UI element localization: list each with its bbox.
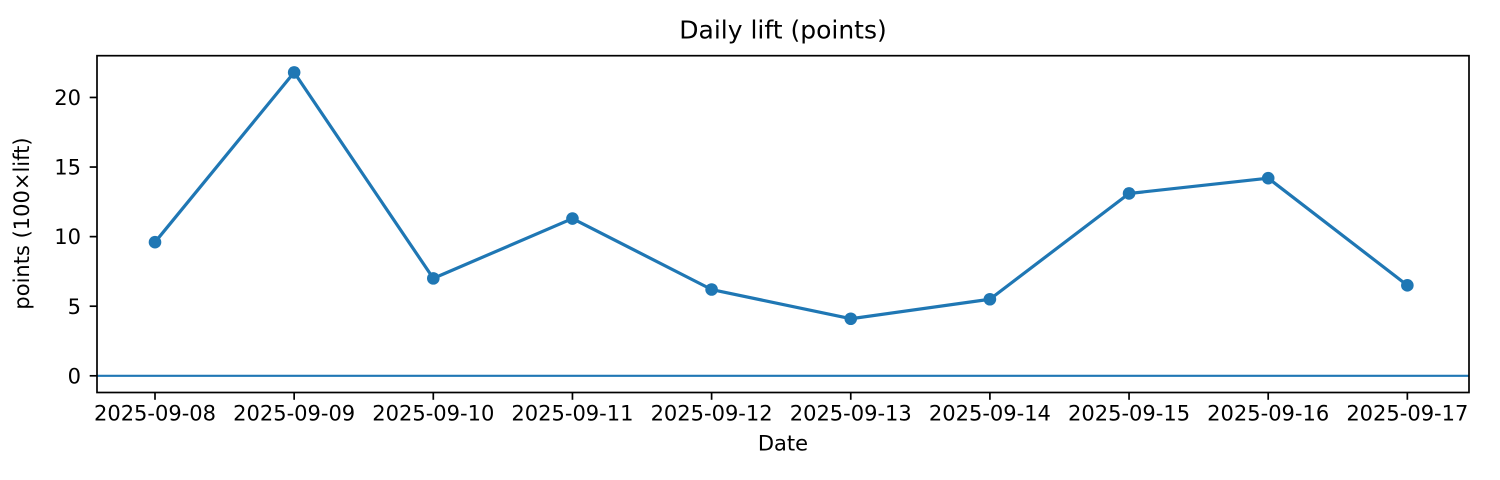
y-axis-label: points (100×lift) xyxy=(10,137,34,309)
x-tick-label: 2025-09-08 xyxy=(94,402,216,426)
x-tick-label: 2025-09-10 xyxy=(372,402,494,426)
data-point-marker xyxy=(1122,187,1136,200)
x-tick-label: 2025-09-17 xyxy=(1346,402,1468,426)
data-point-marker xyxy=(148,235,162,249)
x-tick-label: 2025-09-09 xyxy=(233,402,355,426)
data-point-marker xyxy=(983,292,997,306)
x-tick-label: 2025-09-12 xyxy=(651,402,773,426)
y-tick-label: 20 xyxy=(54,86,81,110)
data-point-marker xyxy=(844,312,858,326)
x-tick-label: 2025-09-11 xyxy=(511,402,633,426)
x-tick-label: 2025-09-14 xyxy=(929,402,1051,426)
x-tick-label: 2025-09-16 xyxy=(1207,402,1329,426)
y-tick-label: 10 xyxy=(54,225,81,249)
x-axis-label: Date xyxy=(758,432,808,456)
chart-title: Daily lift (points) xyxy=(679,16,887,45)
data-point-marker xyxy=(566,212,579,225)
x-tick-label: 2025-09-13 xyxy=(790,402,912,426)
axes-layer: 0 5 10 15 20 2025-09-08 2025-09-09 2025-09-10 20… xyxy=(54,54,1470,426)
data-point-marker xyxy=(1401,279,1414,292)
data-point-marker xyxy=(427,272,440,285)
line-series xyxy=(153,70,1409,321)
y-tick-label: 15 xyxy=(54,156,81,180)
x-tick-label: 2025-09-15 xyxy=(1068,402,1190,426)
data-point-marker xyxy=(705,283,718,296)
y-tick-label: 0 xyxy=(68,364,81,388)
y-tick-label: 5 xyxy=(68,295,81,319)
series-layer xyxy=(148,66,1414,326)
axes-frame xyxy=(96,54,1470,394)
data-point-marker xyxy=(1261,171,1275,185)
data-point-marker xyxy=(287,66,301,79)
